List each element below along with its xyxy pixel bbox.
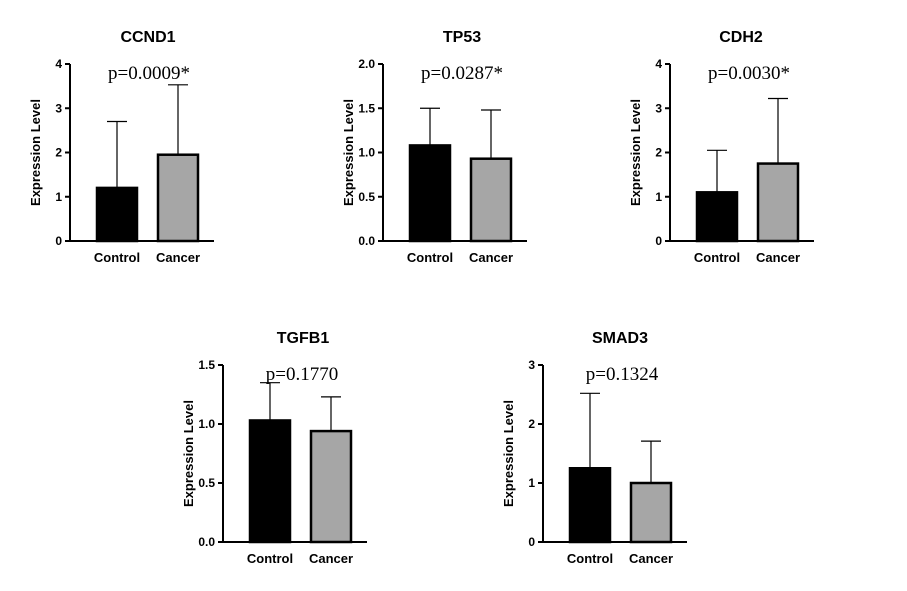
x-category-label: Control xyxy=(567,551,613,566)
y-tick-label: 0.0 xyxy=(198,535,215,549)
y-axis-label: Expression Level xyxy=(341,99,356,206)
x-category-label: Cancer xyxy=(469,250,513,265)
y-tick-label: 1 xyxy=(55,190,62,204)
chart-title: CCND1 xyxy=(120,29,175,46)
y-axis-label: Expression Level xyxy=(628,99,643,206)
bar-cancer xyxy=(469,157,513,243)
chart-panel-tgfb1: TGFB1 0.0 0.5 1.0 1.5 Expression Level Control… xyxy=(181,330,367,566)
chart-title: TP53 xyxy=(443,29,481,46)
p-value-annotation: p=0.1770 xyxy=(266,364,338,385)
y-axis-label: Expression Level xyxy=(181,400,196,507)
chart-panel-smad3: SMAD3 0 1 2 3 Expression Level Control Cancer p=… xyxy=(501,330,687,566)
y-tick-label: 4 xyxy=(655,57,662,71)
y-tick-label: 1.0 xyxy=(198,417,215,431)
y-tick-label: 2 xyxy=(655,146,662,160)
y-tick-label: 2 xyxy=(55,146,62,160)
y-tick-label: 1.5 xyxy=(358,101,375,115)
bar-cancer xyxy=(629,481,673,544)
chart-title: SMAD3 xyxy=(592,330,648,347)
x-category-label: Cancer xyxy=(756,250,800,265)
p-value-annotation: p=0.1324 xyxy=(586,364,659,385)
y-tick-label: 0.5 xyxy=(198,476,215,490)
bar-control xyxy=(408,144,452,243)
bar-cancer xyxy=(756,162,800,243)
y-tick-label: 0 xyxy=(55,234,62,248)
x-category-label: Control xyxy=(247,551,293,566)
chart-title: TGFB1 xyxy=(277,330,330,347)
y-tick-label: 2.0 xyxy=(358,57,375,71)
bar-cancer xyxy=(156,153,200,243)
bar-control xyxy=(95,186,139,243)
bar-cancer xyxy=(309,429,353,544)
y-tick-label: 0.0 xyxy=(358,234,375,248)
y-tick-label: 3 xyxy=(655,101,662,115)
y-tick-label: 3 xyxy=(528,358,535,372)
x-category-label: Cancer xyxy=(156,250,200,265)
y-tick-label: 1 xyxy=(655,190,662,204)
y-tick-label: 1.5 xyxy=(198,358,215,372)
chart-title: CDH2 xyxy=(719,29,763,46)
x-category-label: Control xyxy=(694,250,740,265)
y-tick-label: 0.5 xyxy=(358,190,375,204)
chart-panel-tp53: TP53 0.0 0.5 1.0 1.5 2.0 Expression Level Contr… xyxy=(341,29,527,265)
bar-control xyxy=(695,191,739,243)
y-tick-label: 2 xyxy=(528,417,535,431)
x-category-label: Control xyxy=(94,250,140,265)
x-category-label: Cancer xyxy=(629,551,673,566)
x-category-label: Cancer xyxy=(309,551,353,566)
x-category-label: Control xyxy=(407,250,453,265)
chart-panel-cdh2: CDH2 0 1 2 3 4 Expression Level Control Cancer p=… xyxy=(628,29,814,265)
p-value-annotation: p=0.0030* xyxy=(708,63,790,84)
y-tick-label: 4 xyxy=(55,57,62,71)
y-axis-label: Expression Level xyxy=(28,99,43,206)
chart-panel-ccnd1: CCND1 0 1 2 3 4 Expression Level Control Cancer p… xyxy=(28,29,214,265)
y-tick-label: 1.0 xyxy=(358,146,375,160)
y-tick-label: 3 xyxy=(55,101,62,115)
y-tick-label: 0 xyxy=(528,535,535,549)
y-tick-label: 1 xyxy=(528,476,535,490)
p-value-annotation: p=0.0287* xyxy=(421,63,503,84)
p-value-annotation: p=0.0009* xyxy=(108,63,190,84)
bar-control xyxy=(248,419,292,544)
y-axis-label: Expression Level xyxy=(501,400,516,507)
bar-control xyxy=(568,467,612,544)
y-tick-label: 0 xyxy=(655,234,662,248)
